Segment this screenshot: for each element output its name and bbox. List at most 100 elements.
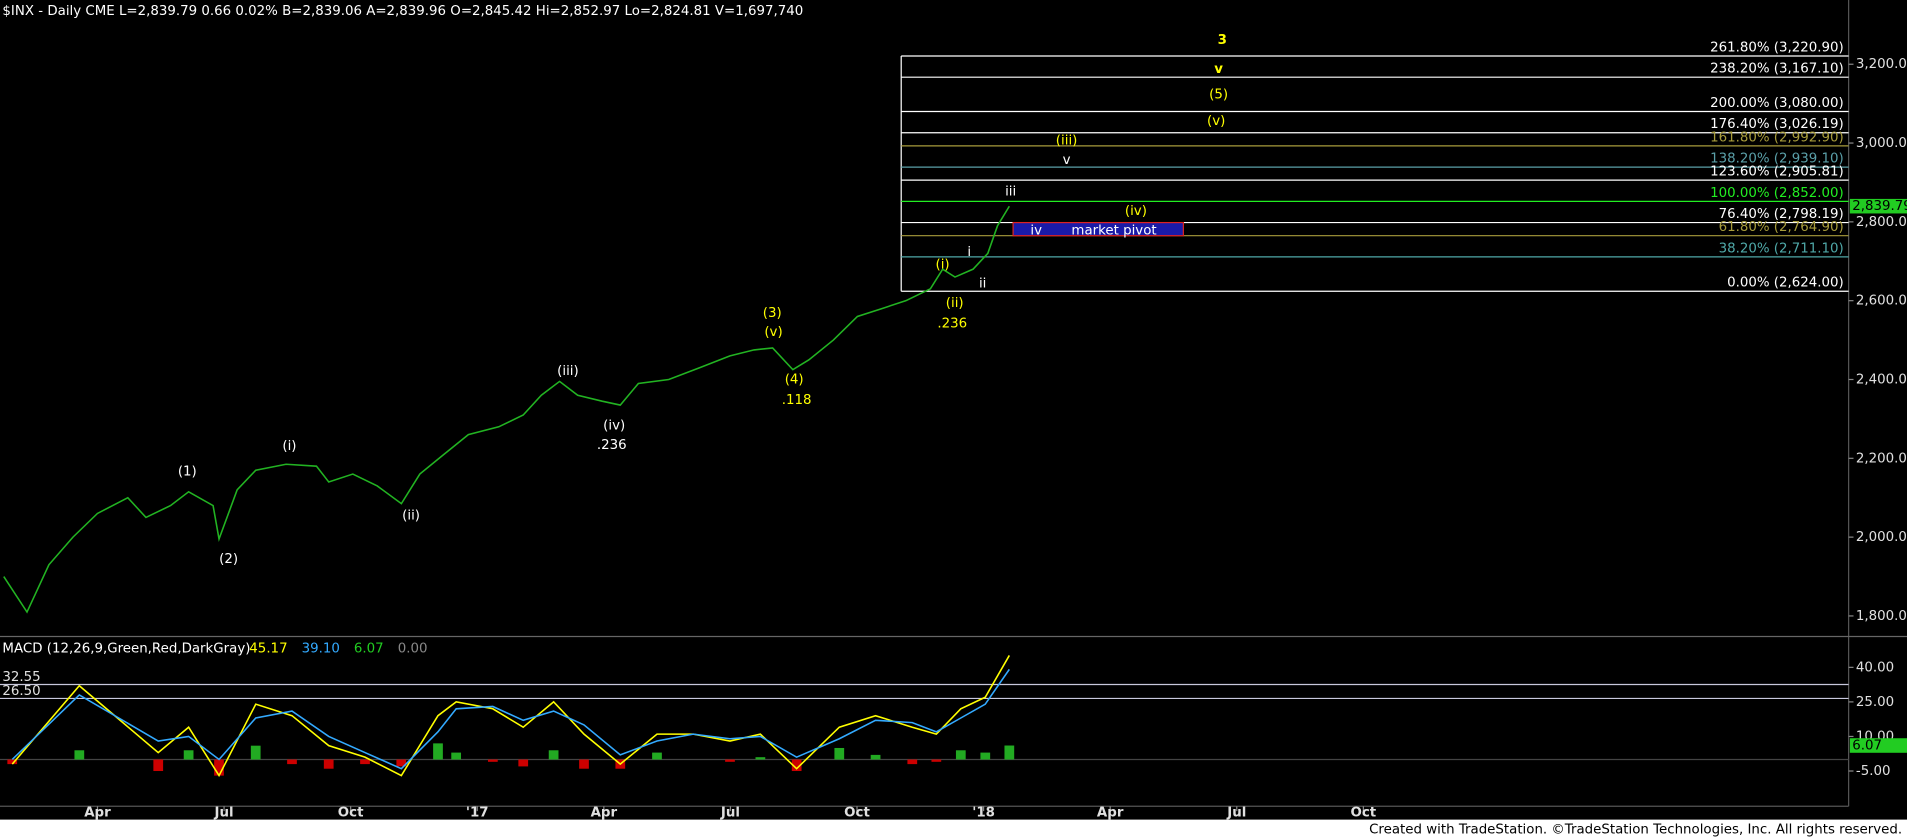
x-tick-label: Apr <box>84 805 111 820</box>
macd-readout: 0.00 <box>398 642 428 657</box>
fib-label: 123.60% (2,905.81) <box>1710 165 1844 180</box>
macd-readout: 39.10 <box>302 642 340 657</box>
macd-line <box>11 668 1010 770</box>
macd-readout: 6.07 <box>354 642 384 657</box>
fib-label: 261.80% (3,220.90) <box>1710 41 1844 56</box>
y-tick-label: 2,000.00 <box>1856 530 1907 545</box>
macd-level-label: 26.50 <box>2 684 40 699</box>
y-tick-label: 3,000.00 <box>1856 136 1907 151</box>
fib-label: 138.20% (2,939.10) <box>1710 152 1844 167</box>
wave-label: (4) <box>785 373 804 388</box>
macd-histogram-bar <box>323 759 334 769</box>
macd-last-box <box>1849 738 1907 753</box>
wave-label: (5) <box>1209 88 1228 103</box>
macd-histogram-bar <box>907 759 918 765</box>
wave-label: (3) <box>763 306 782 321</box>
wave-label: (ii) <box>402 508 420 523</box>
macd-histogram-bar <box>433 743 443 760</box>
x-tick-label: Oct <box>1351 805 1377 820</box>
wave-label: (iii) <box>1056 134 1078 149</box>
wave-label: (2) <box>219 552 238 567</box>
wave-label: (iv) <box>1125 204 1147 219</box>
x-tick-label: Oct <box>844 805 870 820</box>
macd-title: MACD (12,26,9,Green,Red,DarkGray) <box>2 642 250 657</box>
wave-label: (iv) <box>603 419 625 434</box>
last-price-box <box>1849 198 1907 214</box>
macd-line <box>11 655 1011 778</box>
macd-histogram-bar <box>183 750 194 760</box>
fib-label: 161.80% (2,992.90) <box>1710 130 1844 145</box>
x-tick-label: '17 <box>466 805 489 820</box>
y-tick-label: 1,800.00 <box>1856 609 1907 624</box>
fib-label: 100.00% (2,852.00) <box>1710 186 1844 201</box>
y-tick-label: -5.00 <box>1856 764 1891 779</box>
market-pivot-box <box>1012 221 1184 237</box>
wave-label: i <box>967 245 971 260</box>
macd-histogram-bar <box>791 759 802 772</box>
y-tick-label: 2,200.00 <box>1856 451 1907 466</box>
macd-histogram-bar <box>214 759 224 776</box>
macd-histogram-bar <box>834 747 845 760</box>
x-tick-label: Jul <box>1226 805 1246 820</box>
macd-level-label: 32.55 <box>2 670 40 685</box>
y-tick-label: 3,200.00 <box>1856 57 1907 72</box>
fib-label: 238.20% (3,167.10) <box>1710 62 1844 77</box>
price-line <box>3 205 1011 614</box>
wave-label: .236 <box>937 317 967 332</box>
wave-label: (v) <box>764 325 782 340</box>
fib-label: 0.00% (2,624.00) <box>1727 276 1844 291</box>
wave-label: (v) <box>1207 114 1225 129</box>
macd-histogram-bar <box>870 754 881 760</box>
wave-label: (i) <box>935 257 949 272</box>
macd-histogram-bar <box>487 759 498 762</box>
macd-histogram-bar <box>287 759 297 765</box>
macd-readout: 45.17 <box>249 642 287 657</box>
macd-histogram-bar <box>755 757 766 760</box>
macd-histogram-bar <box>652 752 662 760</box>
y-tick-label: 2,600.00 <box>1856 294 1907 309</box>
wave-label: v <box>1214 62 1223 77</box>
wave-label: market pivot <box>1071 223 1156 238</box>
fib-label: 61.80% (2,764.90) <box>1719 220 1844 235</box>
y-tick-label: 25.00 <box>1856 695 1894 710</box>
wave-label: 3 <box>1218 33 1227 48</box>
x-tick-label: Oct <box>338 805 364 820</box>
wave-label: ii <box>979 277 986 292</box>
macd-histogram-bar <box>451 752 462 760</box>
macd-histogram-bar <box>74 750 85 760</box>
y-tick-label: 2,400.00 <box>1856 373 1907 388</box>
wave-label: (iii) <box>557 364 579 379</box>
macd-histogram-bar <box>548 750 559 760</box>
fib-label: 176.40% (3,026.19) <box>1710 117 1844 132</box>
footer: Created with TradeStation. ©TradeStation… <box>1369 822 1902 837</box>
footer-bar <box>0 819 1907 839</box>
x-tick-label: Apr <box>1097 805 1124 820</box>
x-tick-label: Jul <box>720 805 740 820</box>
fib-label: 200.00% (3,080.00) <box>1710 96 1844 111</box>
y-tick-label: 2,800.00 <box>1856 215 1907 230</box>
macd-histogram-bar <box>725 759 735 762</box>
macd-histogram-bar <box>360 759 370 765</box>
wave-label: v <box>1063 153 1071 168</box>
macd-histogram-bar <box>579 759 589 769</box>
macd-histogram-bar <box>153 759 164 772</box>
macd-histogram-bar <box>250 745 261 760</box>
wave-label: (1) <box>178 465 197 480</box>
macd-histogram-bar <box>931 759 942 762</box>
wave-label: iii <box>1005 185 1016 200</box>
wave-label: (ii) <box>946 296 964 311</box>
macd-last-label: 6.07 <box>1852 739 1882 754</box>
wave-label: (i) <box>282 439 296 454</box>
fib-label: 38.20% (2,711.10) <box>1719 241 1844 256</box>
macd-histogram-bar <box>7 759 18 765</box>
macd-histogram-bar <box>955 750 966 760</box>
last-price-label: 2,839.79 <box>1852 199 1907 214</box>
fib-label: 76.40% (2,798.19) <box>1719 207 1844 222</box>
x-tick-label: Jul <box>214 805 234 820</box>
x-tick-label: '18 <box>972 805 995 820</box>
header: $INX - Daily CME L=2,839.79 0.66 0.02% B… <box>2 4 803 19</box>
wave-label: .236 <box>597 438 627 453</box>
